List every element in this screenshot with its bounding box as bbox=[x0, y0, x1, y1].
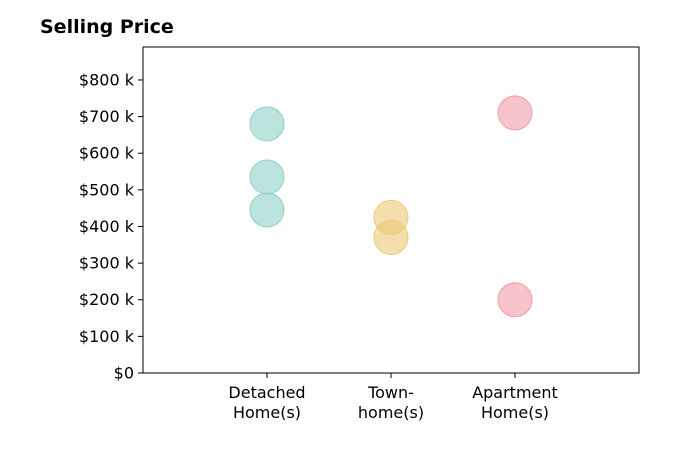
data-point-0-1 bbox=[249, 159, 285, 195]
x-tick-label: Detached Home(s) bbox=[228, 383, 305, 422]
y-tick-label: $600 k bbox=[79, 144, 135, 163]
data-point-0-2 bbox=[249, 192, 285, 228]
data-point-2-0 bbox=[497, 95, 533, 131]
x-tick-label: Apartment Home(s) bbox=[472, 383, 558, 422]
y-tick-label: $400 k bbox=[79, 217, 135, 236]
x-tick-label: Town-home(s) bbox=[358, 383, 424, 422]
data-point-0-0 bbox=[249, 106, 285, 142]
chart-marks bbox=[249, 95, 533, 318]
y-tick-label: $100 k bbox=[79, 327, 135, 346]
y-tick-label: $800 k bbox=[79, 70, 135, 89]
chart-title: Selling Price bbox=[40, 16, 174, 38]
data-point-1-1 bbox=[373, 219, 409, 255]
y-tick-label: $200 k bbox=[79, 290, 135, 309]
y-axis: $0 $100 k $200 k $300 k $400 k $500 k $600 k $7… bbox=[79, 70, 143, 383]
y-tick-label: $700 k bbox=[79, 107, 135, 126]
y-tick-label: $0 bbox=[114, 364, 134, 383]
y-tick-label: $500 k bbox=[79, 180, 135, 199]
data-point-2-1 bbox=[497, 282, 533, 318]
x-axis: Detached Home(s) Town-home(s) Apartment Home… bbox=[228, 373, 558, 422]
y-tick-label: $300 k bbox=[79, 254, 135, 273]
